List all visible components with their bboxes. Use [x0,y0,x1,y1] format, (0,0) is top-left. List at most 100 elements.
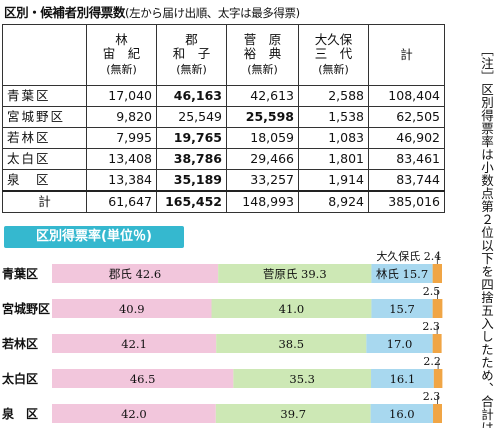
table-title: 区別・候補者別得票数(左から届け出順、太字は最多得票) [4,2,424,22]
table-cell: 61,647 [86,190,157,213]
header-name: 郡 和 子 [172,32,211,61]
footnote: ［注］区別得票率は小数点第２位以下を四捨五入したため、合計は必ずしも100％にな… [479,44,494,428]
bar-segment [366,334,433,353]
table-cell: 7,995 [86,127,157,149]
table-cell: 33,257 [226,169,299,192]
table-cell: 8,924 [298,190,369,213]
table-row: 若林区 7,995 19,765 18,059 1,083 46,902 [2,127,445,149]
data-label: 2.3 [423,390,441,403]
header-corner [2,24,87,86]
stacked-bar-chart: 青葉区 郡氏 42.6 菅原氏 39.3 林氏 15.7 大久保氏 2.4 宮城野区 40.… [1,249,443,423]
header-okubo: 大久保 三 代 (無新) [298,24,369,86]
table-cell: 18,059 [226,127,299,149]
header-name: 大久保 三 代 [314,32,353,61]
table-title-main: 区別・候補者別得票数 [4,5,126,20]
table-cell: 108,404 [368,85,445,107]
bar-segment [432,264,442,283]
data-label: 17.0 [387,337,413,351]
table-cell: 25,549 [156,106,227,128]
row-label: 青葉区 [2,85,87,107]
data-label: 16.0 [389,407,415,421]
bar-segment [52,369,234,388]
table-total-row: 計 61,647 165,452 148,993 8,924 385,016 [2,190,445,213]
header-name: 林 宙 紀 [102,32,141,61]
bar-segment [218,264,372,283]
bar-segment [233,369,372,388]
table-cell: 19,765 [156,127,227,149]
row-label: 計 [2,190,87,213]
data-label: 41.0 [279,302,305,316]
header-party: (無新) [247,63,278,76]
table-subtitle: (左から届け出順、太字は最多得票) [125,6,300,20]
bar-segment [432,299,443,318]
table-cell: 385,016 [368,190,445,213]
table-cell: 83,744 [368,169,445,192]
data-label: 15.7 [389,302,415,316]
category-label: 泉 区 [2,406,38,421]
table-cell: 148,993 [226,190,299,213]
table-cell: 1,801 [298,148,369,170]
data-label: 38.5 [278,337,304,351]
bar-segment [211,299,372,318]
header-kori: 郡 和 子 (無新) [156,24,227,86]
header-party: (無新) [318,63,349,76]
bar-segment [216,334,367,353]
table-cell: 83,461 [368,148,445,170]
category-label: 宮城野区 [2,301,50,316]
bar-segment [52,299,212,318]
table-cell: 29,466 [226,148,299,170]
table-cell: 1,914 [298,169,369,192]
table-row: 泉 区 13,384 35,189 33,257 1,914 83,744 [2,169,445,192]
table-header-row: 林 宙 紀 (無新) 郡 和 子 (無新) 菅 原 裕 典 (無新) 大久保 三 代 (… [2,24,445,86]
data-label: 2.5 [423,285,441,298]
data-label: 大久保氏 2.4 [376,249,441,263]
table-cell: 17,040 [86,85,157,107]
category-label: 太白区 [2,371,38,386]
chart-title: 区別得票率(単位％) [4,226,184,248]
header-name: 菅 原 裕 典 [243,32,282,61]
table-cell: 165,452 [156,190,227,213]
table-row: 太白区 13,408 38,786 29,466 1,801 83,461 [2,148,445,170]
table-cell: 25,598 [226,106,299,128]
header-total: 計 [368,24,445,86]
table-cell: 35,189 [156,169,227,192]
table-cell: 9,820 [86,106,157,128]
bar-segment [52,334,217,353]
data-label: 16.1 [390,372,416,386]
table-cell: 46,902 [368,127,445,149]
data-label: 2.2 [423,355,441,368]
data-label: 菅原氏 39.3 [263,267,327,281]
bar-segment [371,299,433,318]
data-label: 35.3 [289,372,315,386]
bar-segment [370,404,434,423]
bar-segment [433,404,442,423]
table-cell: 13,384 [86,169,157,192]
data-label: 42.1 [121,337,147,351]
table-cell: 38,786 [156,148,227,170]
table-cell: 46,163 [156,85,227,107]
row-label: 宮城野区 [2,106,87,128]
row-label: 泉 区 [2,169,87,192]
header-sugawara: 菅 原 裕 典 (無新) [226,24,299,86]
bar-segment [371,369,434,388]
data-label: 42.0 [121,407,147,421]
category-label: 若林区 [1,336,38,351]
table-cell: 42,613 [226,85,299,107]
bar-segment [371,264,433,283]
bar-segment [215,404,371,423]
table-cell: 1,538 [298,106,369,128]
bar-segment [432,334,442,353]
header-name: 計 [400,47,413,62]
row-label: 太白区 [2,148,87,170]
data-label: 林氏 15.7 [376,267,428,281]
row-label: 若林区 [2,127,87,149]
bar-segment [433,369,443,388]
table-cell: 62,505 [368,106,445,128]
data-label: 40.9 [119,302,145,316]
data-label: 39.7 [280,407,306,421]
data-label: 2.3 [422,320,440,333]
header-party: (無新) [106,63,137,76]
bar-segment [52,404,216,423]
table-row: 宮城野区 9,820 25,549 25,598 1,538 62,505 [2,106,445,128]
table-row: 青葉区 17,040 46,163 42,613 2,588 108,404 [2,85,445,107]
